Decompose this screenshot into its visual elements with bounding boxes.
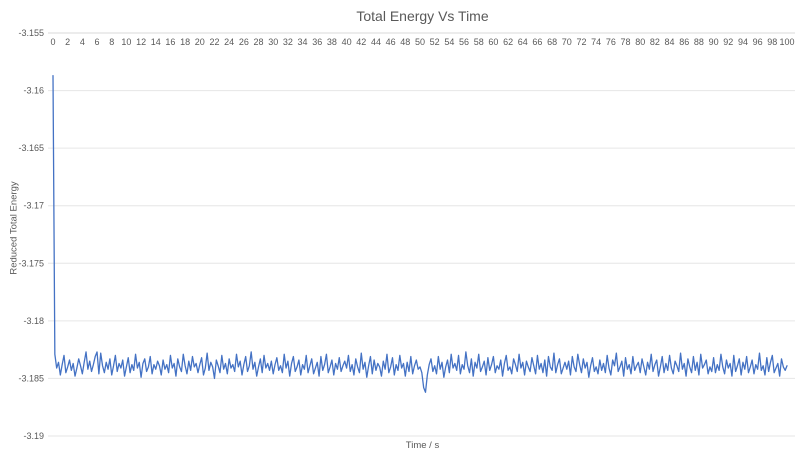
x-tick-label: 6 [95,37,100,47]
x-tick-label: 20 [195,37,205,47]
x-tick-label: 82 [650,37,660,47]
x-tick-label: 16 [165,37,175,47]
x-tick-label: 52 [430,37,440,47]
x-tick-label: 10 [121,37,131,47]
x-tick-label: 94 [738,37,748,47]
x-tick-label: 96 [753,37,763,47]
x-axis-title: Time / s [405,440,440,451]
x-tick-label: 34 [298,37,308,47]
x-tick-label: 76 [606,37,616,47]
x-tick-label: 70 [562,37,572,47]
x-tick-label: 32 [283,37,293,47]
y-tick-label: -3.18 [23,316,44,326]
x-tick-label: 42 [356,37,366,47]
x-tick-label: 38 [327,37,337,47]
x-tick-label: 72 [576,37,586,47]
x-tick-label: 100 [779,37,794,47]
x-tick-label: 8 [109,37,114,47]
x-tick-label: 4 [80,37,85,47]
x-tick-label: 88 [694,37,704,47]
x-tick-label: 26 [239,37,249,47]
x-tick-label: 14 [151,37,161,47]
x-tick-label: 44 [371,37,381,47]
y-tick-label: -3.17 [23,201,44,211]
chart-title: Total Energy Vs Time [356,8,489,24]
x-tick-label: 98 [767,37,777,47]
x-tick-label: 80 [635,37,645,47]
x-tick-label: 0 [50,37,55,47]
x-tick-label: 2 [65,37,70,47]
x-tick-label: 12 [136,37,146,47]
x-tick-label: 48 [400,37,410,47]
y-tick-label: -3.165 [18,143,44,153]
x-tick-label: 68 [547,37,557,47]
y-tick-label: -3.19 [23,431,44,441]
x-tick-label: 86 [679,37,689,47]
y-tick-label: -3.16 [23,86,44,96]
x-tick-label: 58 [474,37,484,47]
x-tick-label: 28 [254,37,264,47]
y-axis-title: Reduced Total Energy [8,181,20,275]
x-tick-label: 36 [312,37,322,47]
x-tick-label: 30 [268,37,278,47]
x-tick-label: 50 [415,37,425,47]
y-tick-label: -3.185 [18,373,44,383]
x-tick-label: 18 [180,37,190,47]
x-tick-label: 64 [518,37,528,47]
data-line [52,74,788,393]
x-tick-label: 78 [621,37,631,47]
x-tick-label: 62 [503,37,513,47]
x-tick-label: 40 [342,37,352,47]
x-tick-label: 56 [459,37,469,47]
y-tick-label: -3.155 [18,28,44,38]
x-tick-label: 22 [209,37,219,47]
y-tick-label: -3.175 [18,258,44,268]
x-tick-label: 60 [488,37,498,47]
x-tick-label: 92 [723,37,733,47]
x-tick-label: 24 [224,37,234,47]
x-tick-label: 46 [386,37,396,47]
x-tick-label: 74 [591,37,601,47]
x-tick-label: 84 [665,37,675,47]
x-tick-label: 54 [444,37,454,47]
x-tick-label: 90 [709,37,719,47]
x-tick-label: 66 [532,37,542,47]
